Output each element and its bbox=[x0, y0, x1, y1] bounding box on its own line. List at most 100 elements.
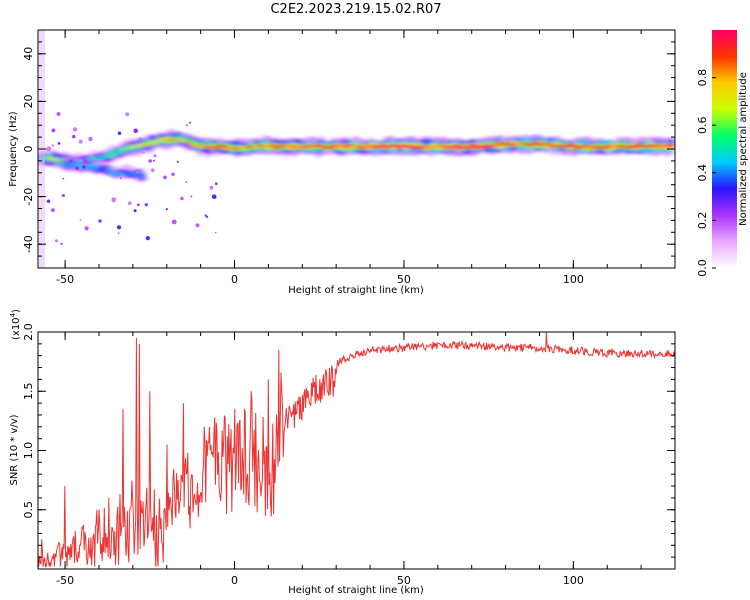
snr-ticks: -50 0 50 100 0.5 1.0 1.5 2.0 bbox=[22, 323, 676, 587]
snr-multiplier-base: (x10 bbox=[11, 317, 22, 340]
y-tick-label: -20 bbox=[22, 188, 35, 206]
heatmap-cell bbox=[489, 145, 497, 148]
y-tick-label: 0.5 bbox=[22, 501, 35, 519]
heatmap-cell bbox=[111, 152, 119, 156]
heatmap-speck bbox=[98, 219, 102, 223]
colorbar-tick-label: 0.4 bbox=[696, 164, 709, 182]
heatmap-speck bbox=[78, 139, 83, 144]
heatmap-speck bbox=[139, 141, 142, 144]
snr-multiplier-close: ) bbox=[11, 309, 22, 313]
y-tick-label: 40 bbox=[22, 47, 35, 61]
colorbar: 0.0 0.2 0.4 0.6 0.8 Normalized spectral ampl… bbox=[696, 30, 749, 277]
heatmap-speck bbox=[79, 219, 82, 222]
y-tick-label: 1.0 bbox=[22, 442, 35, 460]
colorbar-tick-label: 0.8 bbox=[696, 69, 709, 87]
heatmap-cell bbox=[619, 143, 627, 147]
heatmap-speck bbox=[72, 134, 76, 139]
heatmap-speck bbox=[150, 168, 155, 173]
heatmap-speck bbox=[214, 231, 217, 234]
heatmap-cell bbox=[379, 143, 387, 147]
heatmap-speck bbox=[133, 209, 137, 213]
heatmap-speck bbox=[83, 159, 88, 163]
heatmap-cell bbox=[123, 148, 131, 152]
heatmap-cell bbox=[138, 172, 146, 177]
spectrogram-panel: -50 0 50 100 -40 -20 0 20 40 Height of straight … bbox=[8, 29, 676, 296]
heatmap-speck bbox=[136, 171, 139, 174]
heatmap-speck bbox=[60, 242, 63, 245]
x-tick-label: 100 bbox=[563, 273, 584, 286]
heatmap-speck bbox=[142, 151, 145, 154]
y-tick-label: -40 bbox=[22, 235, 35, 253]
y-tick-label: 0 bbox=[22, 146, 35, 153]
snr-multiplier: (x104) bbox=[9, 309, 22, 340]
heatmap-speck bbox=[72, 127, 78, 132]
heatmap-speck bbox=[46, 199, 51, 203]
heatmap-speck bbox=[111, 197, 117, 203]
snr-ylabel: SNR (10 * v/v) bbox=[9, 414, 20, 485]
heatmap-speck bbox=[195, 223, 200, 228]
heatmap-speck bbox=[88, 136, 93, 142]
snr-panel: -50 0 50 100 0.5 1.0 1.5 2.0 Height of straight… bbox=[9, 309, 676, 596]
heatmap-speck bbox=[211, 194, 217, 199]
heatmap-speck bbox=[125, 112, 130, 117]
y-tick-label: 1.5 bbox=[22, 383, 35, 401]
spectrogram-band bbox=[61, 155, 146, 183]
heatmap-speck bbox=[82, 165, 86, 169]
heatmap-speck bbox=[163, 175, 167, 180]
colorbar-label: Normalized spectral amplitude bbox=[738, 72, 749, 226]
heatmap-cell bbox=[570, 143, 578, 148]
heatmap-cell bbox=[464, 146, 472, 150]
heatmap-speck bbox=[153, 154, 157, 158]
heatmap-speck bbox=[46, 146, 52, 152]
heatmap-speck bbox=[145, 236, 150, 241]
heatmap-speck bbox=[57, 142, 61, 145]
heatmap-speck bbox=[165, 208, 168, 211]
snr-series-line bbox=[38, 332, 675, 568]
heatmap-speck bbox=[137, 203, 140, 207]
x-tick-label: -50 bbox=[56, 574, 74, 587]
heatmap-cell bbox=[668, 144, 675, 148]
heatmap-speck bbox=[62, 194, 65, 197]
colorbar-ticks: 0.0 0.2 0.4 0.6 0.8 bbox=[696, 69, 716, 277]
y-tick-label: 20 bbox=[22, 94, 35, 108]
heatmap-cell bbox=[395, 146, 403, 150]
snr-xlabel: Height of straight line (km) bbox=[288, 585, 424, 596]
heatmap-speck bbox=[56, 112, 61, 116]
chart-title: C2E2.2023.219.15.02.R07 bbox=[270, 2, 441, 17]
heatmap-speck bbox=[133, 128, 138, 134]
heatmap-cell bbox=[73, 161, 81, 166]
x-tick-label: 100 bbox=[563, 574, 584, 587]
spectrogram-specks bbox=[46, 112, 218, 245]
heatmap-speck bbox=[185, 124, 188, 127]
heatmap-cell bbox=[115, 149, 123, 154]
spectrogram-ylabel: Frequency (Hz) bbox=[8, 111, 19, 187]
x-tick-label: 50 bbox=[397, 574, 411, 587]
heatmap-cell bbox=[212, 146, 220, 150]
heatmap-speck bbox=[116, 225, 122, 230]
heatmap-speck bbox=[215, 182, 218, 185]
colorbar-tick-label: 0.6 bbox=[696, 116, 709, 134]
heatmap-speck bbox=[120, 177, 122, 180]
x-tick-label: 0 bbox=[231, 273, 238, 286]
spectrogram-xlabel: Height of straight line (km) bbox=[288, 285, 424, 296]
x-tick-label: 0 bbox=[231, 574, 238, 587]
heatmap-cell bbox=[46, 156, 53, 160]
colorbar-gradient bbox=[712, 30, 737, 268]
heatmap-speck bbox=[127, 201, 132, 206]
heatmap-speck bbox=[75, 166, 79, 170]
heatmap-speck bbox=[189, 121, 191, 124]
heatmap-speck bbox=[51, 128, 56, 133]
heatmap-speck bbox=[84, 226, 89, 231]
heatmap-speck bbox=[176, 160, 179, 163]
heatmap-cell bbox=[546, 142, 554, 146]
heatmap-speck bbox=[190, 195, 193, 198]
heatmap-cell bbox=[582, 144, 590, 148]
heatmap-cell bbox=[90, 163, 98, 169]
heatmap-speck bbox=[51, 208, 55, 213]
heatmap-speck bbox=[117, 131, 122, 135]
heatmap-speck bbox=[51, 144, 55, 147]
snr-multiplier-exp: 4 bbox=[9, 312, 17, 317]
heatmap-cell bbox=[143, 143, 151, 147]
colorbar-tick-label: 0.2 bbox=[696, 212, 709, 230]
